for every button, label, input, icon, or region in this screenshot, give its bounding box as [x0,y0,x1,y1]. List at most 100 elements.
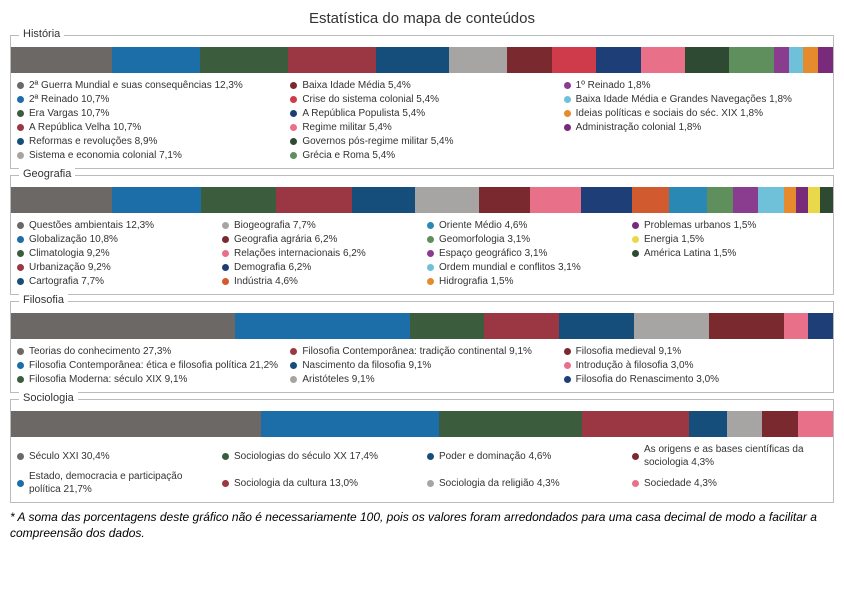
legend-dot-icon [290,110,297,117]
legend-label: Sociologia da cultura 13,0% [234,477,358,490]
bar-segment [439,411,582,437]
legend-dot-icon [290,152,297,159]
legend-label: Espaço geográfico 3,1% [439,247,547,260]
legend-dot-icon [564,82,571,89]
bar-segment [733,187,758,213]
legend-item: Demografia 6,2% [222,261,417,274]
legend-dot-icon [17,376,24,383]
bar-segment [410,313,485,339]
legend-dot-icon [17,138,24,145]
bar-segment [112,187,201,213]
legend-dot-icon [17,264,24,271]
legend-item: Problemas urbanos 1,5% [632,219,827,232]
section-história: História2ª Guerra Mundial e suas consequ… [10,35,834,169]
bar-segment [11,313,235,339]
bar-segment [762,411,797,437]
legend-item: Filosofia do Renascimento 3,0% [564,373,827,386]
legend-label: Administração colonial 1,8% [576,121,702,134]
legend-dot-icon [564,110,571,117]
bar-segment [581,187,632,213]
legend-item: Geografia agrária 6,2% [222,233,417,246]
legend-dot-icon [632,250,639,257]
legend: Questões ambientais 12,3%Biogeografia 7,… [11,219,833,294]
bar-segment [552,47,596,73]
stacked-bar [11,47,833,73]
legend-dot-icon [222,236,229,243]
legend-label: Estado, democracia e participação políti… [29,470,212,496]
legend-label: Relações internacionais 6,2% [234,247,366,260]
legend-item [564,135,827,148]
stacked-bar [11,411,833,437]
legend-dot-icon [17,152,24,159]
legend-label: Geografia agrária 6,2% [234,233,337,246]
bar-segment [641,47,685,73]
bar-segment [774,47,789,73]
legend-label: Filosofia medieval 9,1% [576,345,682,358]
legend-item: Sociologias do século XX 17,4% [222,443,417,469]
section-label: Sociologia [19,392,78,404]
bar-segment [559,313,634,339]
stacked-bar [11,187,833,213]
legend-label: Era Vargas 10,7% [29,107,109,120]
legend-label: 1º Reinado 1,8% [576,79,651,92]
legend: Século XXI 30,4%Sociologias do século XX… [11,443,833,502]
legend-dot-icon [427,236,434,243]
legend-item: Filosofia medieval 9,1% [564,345,827,358]
legend-dot-icon [564,96,571,103]
legend-dot-icon [222,480,229,487]
legend-label: Filosofia Contemporânea: tradição contin… [302,345,532,358]
bar-segment [507,47,551,73]
legend-dot-icon [564,376,571,383]
legend-item: Administração colonial 1,8% [564,121,827,134]
bar-segment [707,187,732,213]
legend-label: Hidrografia 1,5% [439,275,513,288]
bar-segment [201,187,277,213]
legend-item [632,261,827,274]
legend-dot-icon [222,264,229,271]
bar-segment [596,47,640,73]
legend-label: 2ª Reinado 10,7% [29,93,109,106]
legend-label: A República Populista 5,4% [302,107,425,120]
legend-label: Filosofia Moderna: século XIX 9,1% [29,373,187,386]
legend-dot-icon [222,222,229,229]
legend-label: Reformas e revoluções 8,9% [29,135,157,148]
bar-segment [479,187,530,213]
legend-item: Grécia e Roma 5,4% [290,149,553,162]
legend-dot-icon [427,278,434,285]
legend-dot-icon [17,222,24,229]
legend-label: Filosofia do Renascimento 3,0% [576,373,719,386]
legend-label: Sociedade 4,3% [644,477,717,490]
legend-dot-icon [17,480,24,487]
legend-label: Oriente Médio 4,6% [439,219,527,232]
section-sociologia: SociologiaSéculo XXI 30,4%Sociologias do… [10,399,834,503]
legend-label: Sociologia da religião 4,3% [439,477,560,490]
legend-dot-icon [427,250,434,257]
legend-item: Oriente Médio 4,6% [427,219,622,232]
legend-label: As origens e as bases científicas da soc… [644,443,827,469]
legend-dot-icon [17,110,24,117]
legend-item: Indústria 4,6% [222,275,417,288]
legend-item: Filosofia Contemporânea: ética e filosof… [17,359,280,372]
legend-label: Biogeografia 7,7% [234,219,316,232]
legend-item: Teorias do conhecimento 27,3% [17,345,280,358]
bar-segment [200,47,288,73]
legend-dot-icon [632,480,639,487]
bar-segment [798,411,833,437]
bar-segment [758,187,783,213]
legend-item: Era Vargas 10,7% [17,107,280,120]
legend-label: Demografia 6,2% [234,261,311,274]
legend-dot-icon [564,124,571,131]
legend-label: A República Velha 10,7% [29,121,141,134]
legend-dot-icon [17,250,24,257]
bar-segment [818,47,833,73]
legend-dot-icon [290,124,297,131]
legend-dot-icon [290,138,297,145]
legend-item: Espaço geográfico 3,1% [427,247,622,260]
bar-segment [729,47,773,73]
bar-segment [261,411,439,437]
legend-label: Problemas urbanos 1,5% [644,219,756,232]
legend-dot-icon [17,124,24,131]
legend-dot-icon [290,82,297,89]
legend-dot-icon [564,362,571,369]
bar-segment [632,187,670,213]
